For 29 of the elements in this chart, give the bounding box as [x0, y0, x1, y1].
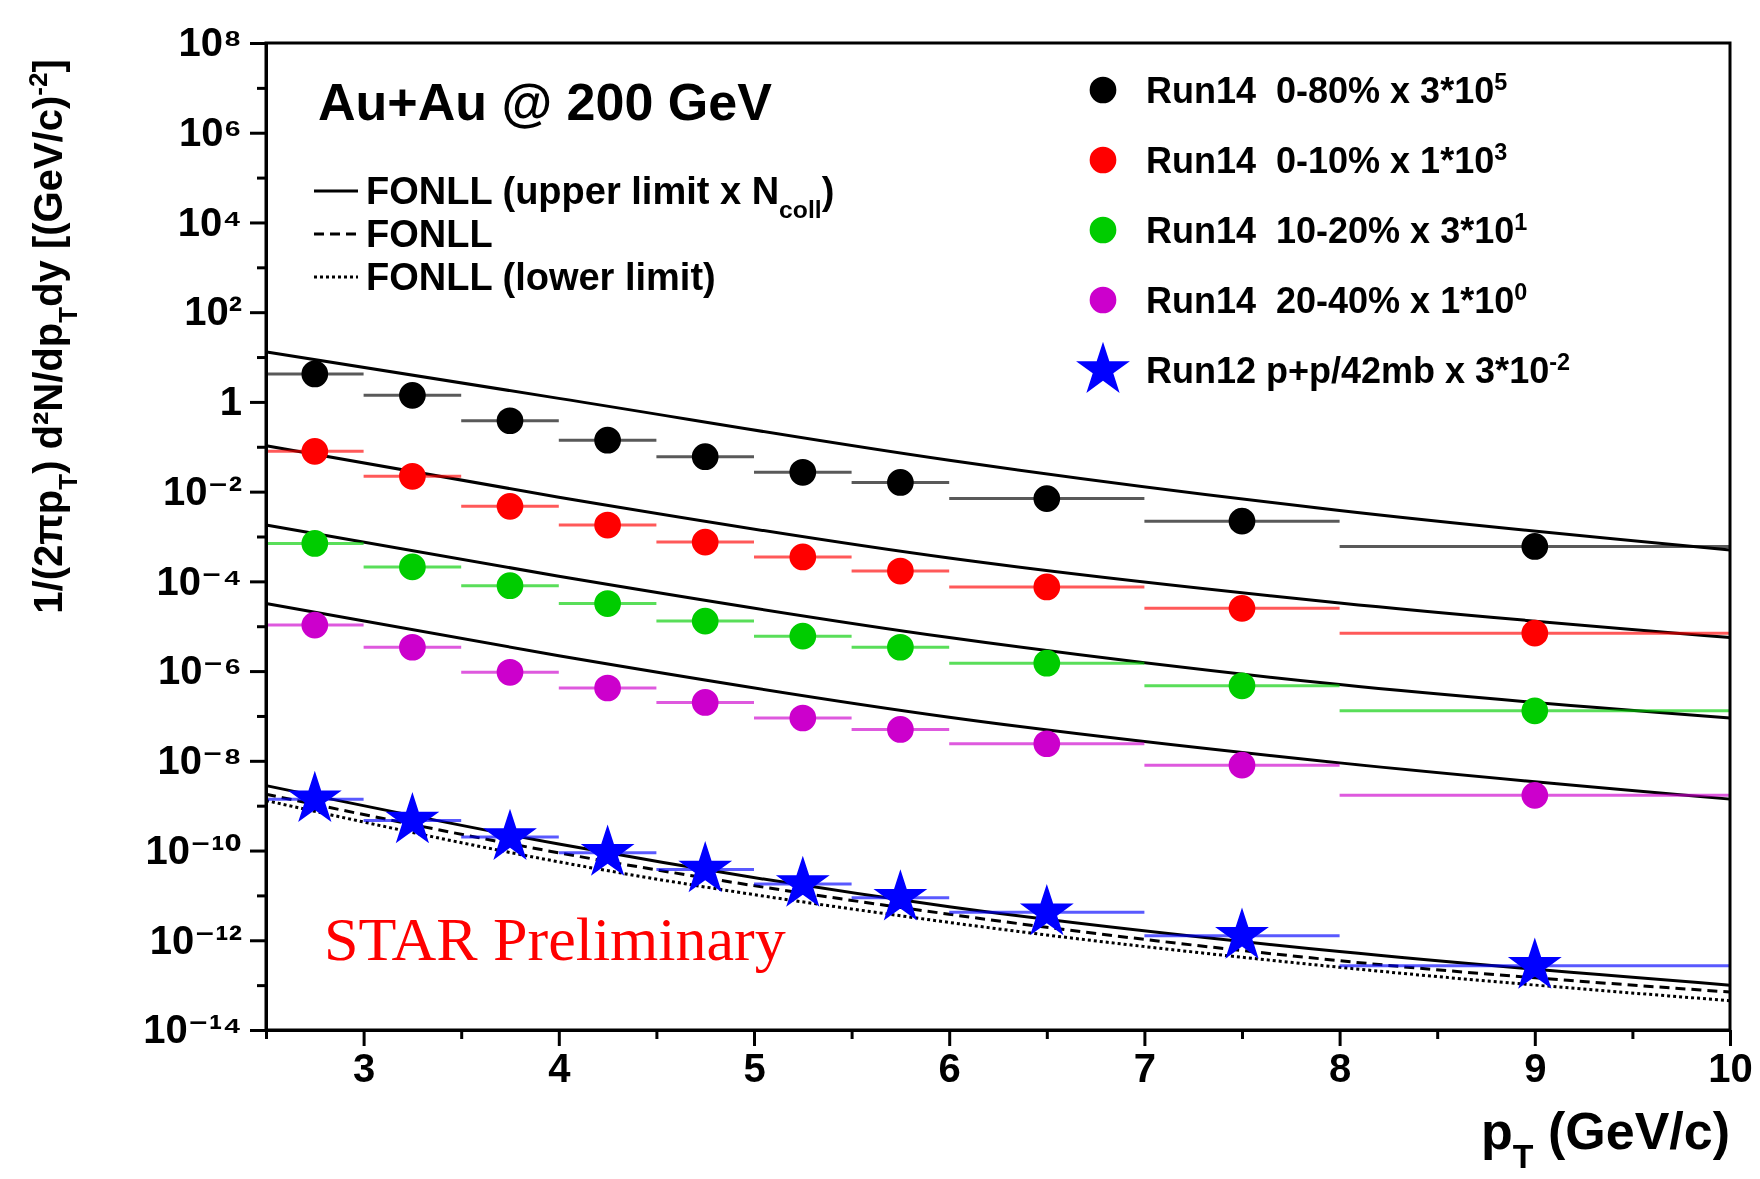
y-tick-label: 10⁻⁸: [157, 738, 242, 783]
x-tick-label: 9: [1524, 1046, 1547, 1091]
x-tick-label: 10: [1708, 1046, 1753, 1091]
y-tick-label: 10⁶: [179, 110, 242, 155]
y-tick-label: 10⁻⁶: [157, 648, 242, 693]
x-tick-label: 7: [1133, 1046, 1157, 1091]
y-tick-label: 10⁻¹⁴: [143, 1007, 242, 1052]
legend-label: FONLL (lower limit): [366, 256, 716, 298]
y-tick-label: 10⁻¹⁰: [145, 827, 242, 872]
legend-label: Run12 p+p/42mb x 3*10$^{-2}$: [1146, 349, 1570, 391]
legend-label: Run14 20-40% x 1*10$^{0}$: [1146, 279, 1528, 321]
legend-label: Run14 0-10% x 1*10$^{3}$: [1146, 139, 1508, 181]
legend-label: Run14 0-80% x 3*10$^{5}$: [1146, 69, 1508, 111]
x-tick-label: 5: [743, 1046, 766, 1091]
x-tick-label: 8: [1328, 1046, 1352, 1091]
x-tick-label: 4: [548, 1046, 572, 1091]
y-tick-label: 10⁸: [178, 20, 242, 65]
y-tick-label: 10⁻¹²: [149, 917, 242, 962]
legend-label: Run14 10-20% x 3*10$^{1}$: [1146, 209, 1528, 251]
x-tick-label: 3: [352, 1046, 376, 1091]
x-tick-label: 6: [938, 1046, 961, 1091]
text: Au+Au @ 200 GeV: [318, 73, 773, 131]
x-axis-title: p$_{T}$ (GeV/c): [1481, 1102, 1730, 1175]
y-tick-label: 10⁻⁴: [156, 558, 242, 603]
y-tick-label: 1: [219, 379, 242, 424]
y-tick-label: 10⁴: [177, 199, 242, 244]
y-tick-label: 10⁻²: [163, 468, 242, 513]
y-tick-label: 10²: [184, 289, 242, 334]
annotation: STAR Preliminary: [324, 905, 786, 973]
